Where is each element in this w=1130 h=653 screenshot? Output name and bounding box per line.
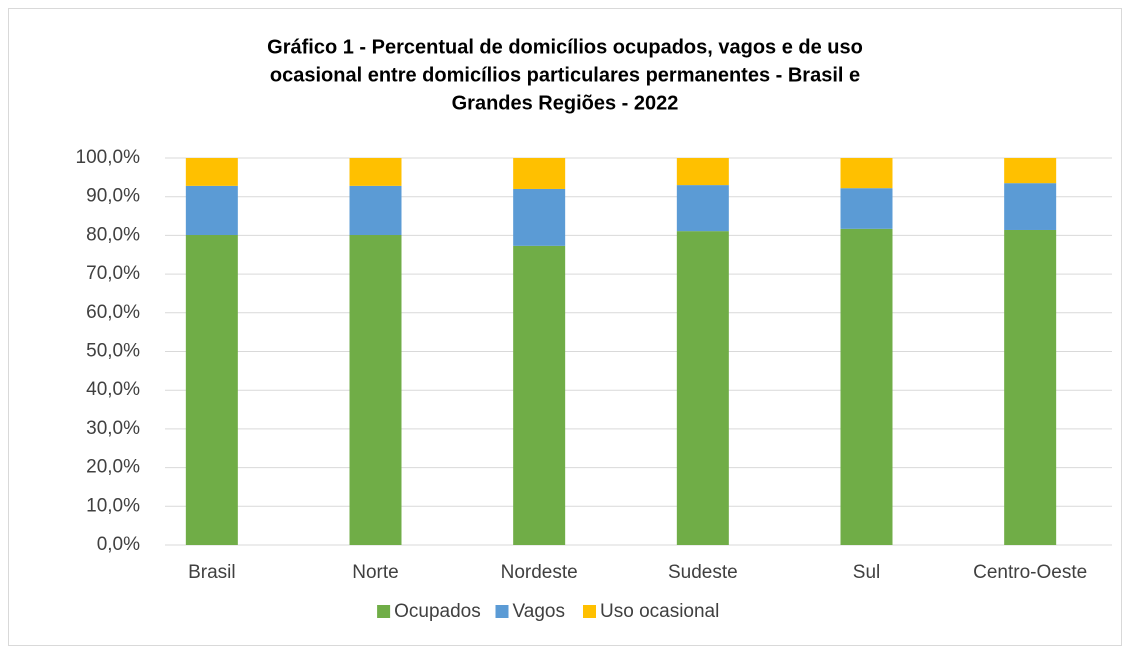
- x-tick-label: Brasil: [188, 562, 236, 583]
- legend-swatch: [377, 605, 391, 618]
- bar-segment: [1004, 158, 1057, 184]
- bar-segment: [1004, 183, 1057, 230]
- bar-segment: [513, 188, 566, 246]
- bar-segment: [840, 158, 893, 189]
- x-tick-label: Centro-Oeste: [973, 562, 1087, 583]
- x-tick-label: Norte: [352, 562, 398, 583]
- legend-swatch: [583, 605, 596, 618]
- x-tick-label: Nordeste: [501, 562, 578, 583]
- x-tick-label: Sudeste: [668, 562, 738, 583]
- chart-title: Grandes Regiões - 2022: [452, 92, 679, 114]
- y-tick-label: 60,0%: [86, 302, 140, 323]
- bar-segment: [513, 158, 566, 189]
- y-tick-label: 30,0%: [86, 418, 140, 439]
- bar-segment: [676, 231, 729, 545]
- x-tick-label: Sul: [853, 562, 880, 583]
- y-tick-label: 10,0%: [86, 495, 140, 516]
- chart-title: ocasional entre domicílios particulares …: [270, 64, 860, 86]
- bar-segment: [185, 235, 238, 545]
- bar-segment: [349, 158, 402, 186]
- bar-segment: [513, 245, 566, 545]
- bar-segment: [840, 228, 893, 546]
- bar-segment: [1004, 229, 1057, 545]
- y-tick-label: 90,0%: [86, 186, 140, 207]
- legend-swatch: [495, 605, 509, 618]
- y-tick-label: 80,0%: [86, 224, 140, 245]
- y-tick-label: 20,0%: [86, 457, 140, 478]
- y-tick-label: 70,0%: [86, 263, 140, 284]
- y-tick-label: 100,0%: [76, 147, 141, 168]
- y-tick-label: 50,0%: [86, 341, 140, 362]
- y-tick-label: 40,0%: [86, 379, 140, 400]
- y-tick-label: 0,0%: [97, 534, 140, 555]
- legend-label: Vagos: [513, 601, 565, 622]
- bar-segment: [840, 188, 893, 229]
- bar-segment: [185, 158, 238, 186]
- bar-segment: [349, 185, 402, 236]
- bar-segment: [349, 235, 402, 545]
- bar-segment: [185, 185, 238, 236]
- legend-label: Ocupados: [394, 601, 481, 622]
- bar-segment: [676, 185, 729, 232]
- chart-title: Gráfico 1 - Percentual de domicílios ocu…: [267, 36, 863, 58]
- legend-label: Uso ocasional: [600, 601, 719, 622]
- bar-segment: [676, 158, 729, 186]
